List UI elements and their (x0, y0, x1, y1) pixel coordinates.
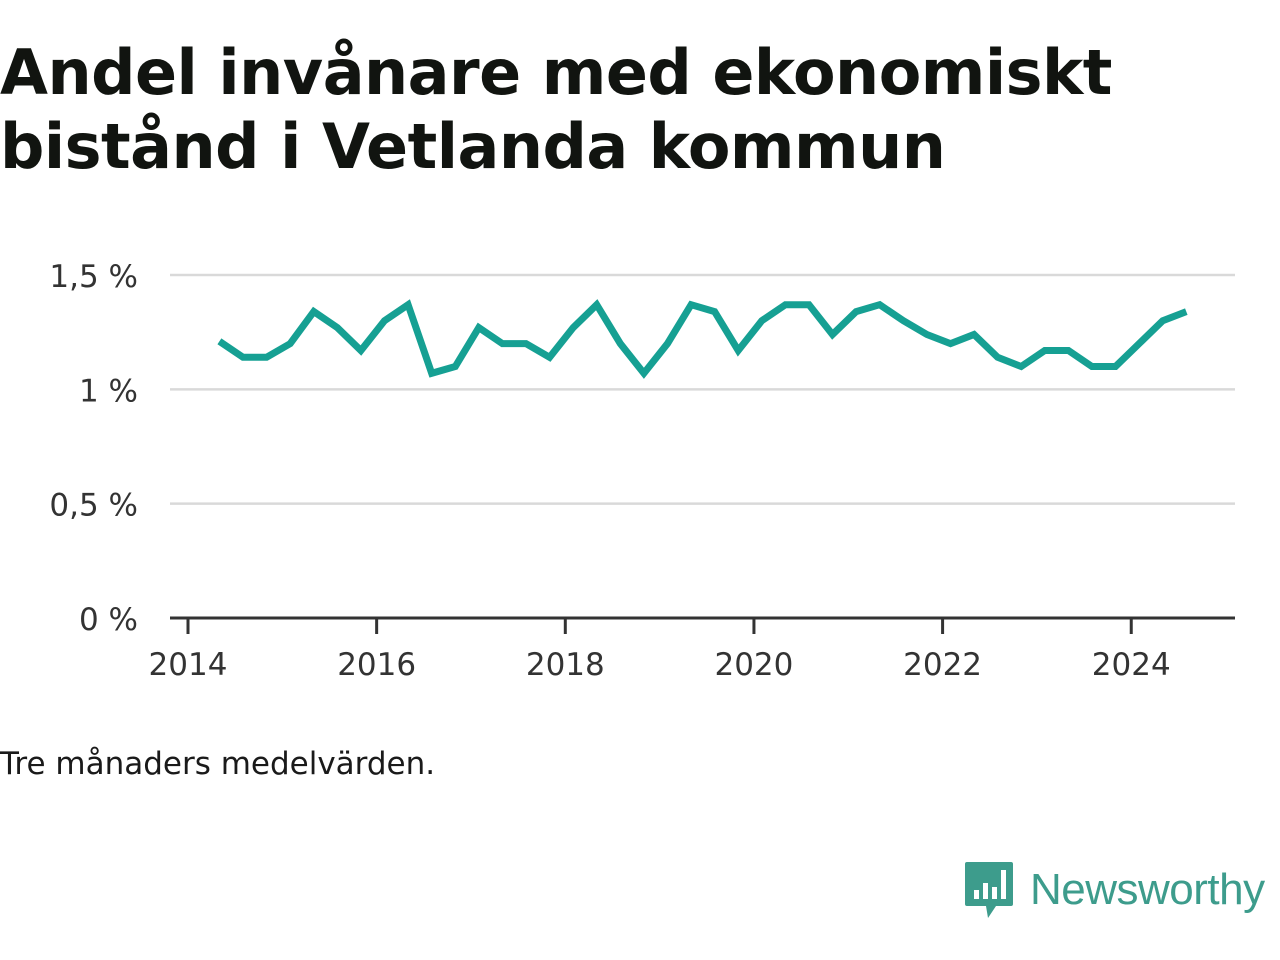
newsworthy-logo-icon (965, 862, 1013, 918)
y-tick-label: 1 % (79, 373, 138, 409)
grid-lines (170, 273, 1235, 505)
x-tick-label: 2020 (714, 647, 793, 683)
x-axis: 2014 2016 2018 2020 2022 2024 (149, 616, 1235, 683)
y-tick-label: 0 % (79, 602, 138, 638)
x-tick-label: 2014 (149, 647, 228, 683)
chart-title: Andel invånare med ekonomiskt bistånd i … (0, 36, 1112, 183)
series-line (217, 299, 1188, 379)
series-layer (217, 299, 1188, 379)
x-tick-label: 2018 (526, 647, 605, 683)
y-axis: 0 % 0,5 % 1 % 1,5 % (49, 259, 138, 638)
x-tick-label: 2024 (1092, 647, 1171, 683)
newsworthy-logo: Newsworthy (964, 860, 1265, 920)
y-tick-label: 0,5 % (49, 488, 138, 524)
x-tick-label: 2022 (903, 647, 982, 683)
brand-name: Newsworthy (1030, 865, 1265, 914)
chart-caption: Tre månaders medelvärden. (0, 746, 436, 782)
y-tick-label: 1,5 % (49, 259, 138, 295)
line-chart: 0 % 0,5 % 1 % 1,5 % 2014 2016 2018 2020 2022 202… (49, 259, 1235, 683)
x-tick-label: 2016 (337, 647, 416, 683)
